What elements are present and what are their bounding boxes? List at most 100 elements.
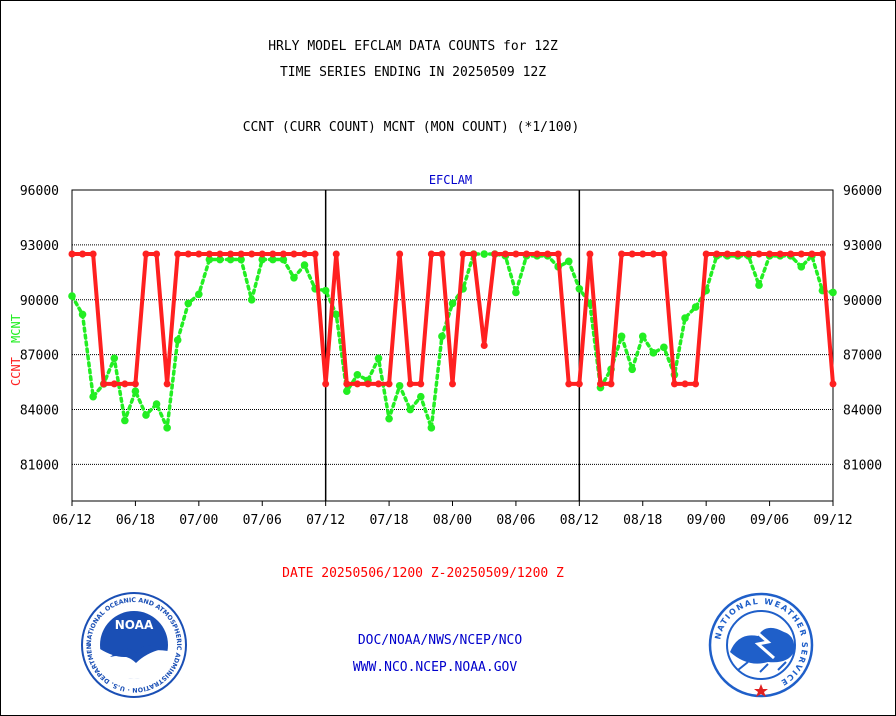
data-point-ccnt <box>237 250 245 258</box>
data-point-mcnt <box>448 299 457 308</box>
data-point-ccnt <box>818 250 826 258</box>
y-tick-label-left: 96000 <box>20 184 59 199</box>
data-point-ccnt <box>628 250 636 258</box>
data-point-ccnt <box>89 250 97 258</box>
y-tick-label-right: 87000 <box>843 349 882 364</box>
data-point-ccnt <box>692 380 700 388</box>
series-line-ccnt <box>72 252 835 386</box>
data-point-ccnt <box>512 250 520 258</box>
data-point-ccnt <box>385 380 393 388</box>
x-tick-label: 09/06 <box>750 513 789 528</box>
data-point-mcnt <box>163 424 171 432</box>
data-point-ccnt <box>607 380 615 388</box>
org-path: DOC/NOAA/NWS/NCEP/NCO <box>357 633 523 648</box>
data-point-mcnt <box>184 299 193 308</box>
svg-text:NOAA: NOAA <box>115 618 154 632</box>
y-tick-label-left: 90000 <box>20 294 59 309</box>
y-tick-label-right: 81000 <box>843 458 882 473</box>
data-point-mcnt <box>617 332 626 341</box>
x-tick-label: 08/00 <box>433 513 472 528</box>
data-point-ccnt <box>227 250 235 258</box>
data-point-ccnt <box>110 380 118 388</box>
data-point-ccnt <box>301 250 309 258</box>
data-point-ccnt <box>649 250 657 258</box>
data-point-ccnt <box>480 342 488 349</box>
data-point-ccnt <box>713 250 721 258</box>
data-point-mcnt <box>258 255 267 264</box>
nws-logo: NATIONAL WEATHER SERVICE <box>708 592 814 698</box>
data-point-mcnt <box>374 354 383 363</box>
data-point-mcnt <box>173 336 182 344</box>
data-point-ccnt <box>248 250 256 258</box>
data-point-mcnt <box>755 281 763 289</box>
data-point-ccnt <box>565 380 573 388</box>
x-tick-label: 07/00 <box>179 513 218 528</box>
data-point-ccnt <box>755 250 763 258</box>
data-point-ccnt <box>459 250 467 258</box>
legend-description: CCNT (CURR COUNT) MCNT (MON COUNT) (*1/1… <box>242 120 580 135</box>
data-point-mcnt <box>290 274 298 282</box>
data-point-mcnt <box>575 284 584 293</box>
data-point-ccnt <box>808 250 816 258</box>
data-point-ccnt <box>766 250 774 258</box>
y-tick-label-left: 81000 <box>20 458 59 473</box>
data-point-ccnt <box>332 250 340 258</box>
data-point-mcnt <box>321 286 330 295</box>
data-point-ccnt <box>744 250 752 258</box>
data-point-ccnt <box>544 250 552 258</box>
data-point-ccnt <box>290 250 298 258</box>
data-point-mcnt <box>68 292 76 300</box>
x-tick-label: 07/06 <box>243 513 282 528</box>
data-point-ccnt <box>723 250 731 258</box>
data-point-ccnt <box>797 250 805 258</box>
plot-frame <box>71 189 834 502</box>
data-point-ccnt <box>660 250 668 258</box>
data-point-ccnt <box>702 250 710 258</box>
series-line-mcnt <box>70 252 835 430</box>
data-point-ccnt <box>364 380 372 388</box>
data-point-mcnt <box>438 332 446 341</box>
y-tick-label-left: 84000 <box>20 404 59 419</box>
data-point-ccnt <box>776 250 784 258</box>
data-point-ccnt <box>586 250 594 258</box>
x-tick-label: 07/12 <box>306 513 345 528</box>
data-point-mcnt <box>152 400 161 408</box>
data-point-mcnt <box>78 310 87 319</box>
x-tick-label: 08/18 <box>623 513 662 528</box>
data-point-mcnt <box>691 303 700 311</box>
data-point-ccnt <box>258 250 266 258</box>
data-point-ccnt <box>79 250 87 258</box>
data-point-mcnt <box>343 387 351 396</box>
data-point-mcnt <box>480 250 489 258</box>
data-point-mcnt <box>216 255 224 264</box>
data-point-mcnt <box>638 332 647 341</box>
data-point-ccnt <box>396 250 404 258</box>
data-point-mcnt <box>205 255 214 264</box>
data-point-mcnt <box>131 387 140 396</box>
data-point-ccnt <box>554 250 562 258</box>
y-tick-label-left: 87000 <box>20 349 59 364</box>
data-point-mcnt <box>628 365 636 374</box>
data-point-ccnt <box>670 380 678 388</box>
data-point-ccnt <box>195 250 203 258</box>
y-tick-label-right: 84000 <box>843 404 882 419</box>
data-point-ccnt <box>681 380 689 388</box>
y-axis-label-ccnt: CCNT <box>9 357 23 386</box>
data-point-mcnt <box>829 288 837 297</box>
data-point-mcnt <box>121 416 129 425</box>
data-point-mcnt <box>660 343 668 352</box>
data-point-ccnt <box>406 380 414 388</box>
data-point-mcnt <box>226 255 235 264</box>
data-point-ccnt <box>375 380 383 388</box>
data-point-mcnt <box>142 411 150 419</box>
data-point-mcnt <box>395 381 404 390</box>
data-point-mcnt <box>385 414 393 423</box>
data-point-ccnt <box>417 380 425 388</box>
data-point-ccnt <box>734 250 742 258</box>
website-link[interactable]: WWW.NCO.NCEP.NOAA.GOV <box>352 660 518 675</box>
y-tick-label-right: 93000 <box>843 239 882 254</box>
data-point-ccnt <box>121 380 129 388</box>
data-point-mcnt <box>247 295 256 304</box>
data-point-ccnt <box>174 250 182 258</box>
data-point-mcnt <box>279 255 288 264</box>
